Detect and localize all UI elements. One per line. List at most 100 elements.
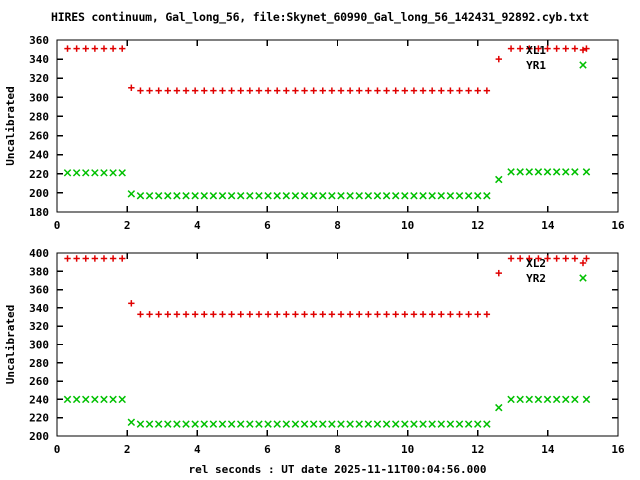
data-point [553,255,560,262]
x-tick-label: 12 [471,443,484,456]
legend-label-xl2: XL2 [526,257,546,270]
data-point [465,87,472,94]
data-point [100,169,108,177]
data-point [237,87,244,94]
data-point [273,192,281,200]
y-tick-label: 260 [29,375,49,388]
data-point [210,311,217,318]
data-point [191,192,199,200]
data-point [419,192,427,200]
data-point [544,255,551,262]
data-point [82,395,90,404]
data-point [146,311,153,318]
data-point [356,311,363,318]
data-point [228,87,235,94]
x-tick-label: 14 [541,443,555,456]
y-tick-label: 180 [29,206,49,219]
data-point [91,395,99,404]
data-point [319,420,327,428]
data-point [544,45,551,52]
data-point [300,192,309,200]
data-point [282,192,291,200]
data-point [543,395,552,404]
data-point [446,192,455,200]
y-tick-label: 280 [29,110,49,123]
data-point [410,311,418,318]
data-point [464,420,473,428]
data-point [236,192,245,200]
data-point [164,420,172,428]
data-point [571,168,579,176]
data-point [438,311,445,318]
data-point [182,420,190,428]
data-point [255,87,263,94]
data-point [173,420,181,428]
data-point [552,395,561,404]
y-tick-label: 320 [29,320,49,333]
data-point [264,192,272,200]
y-tick-label: 280 [29,357,49,370]
data-point [246,87,254,94]
data-point [319,311,326,318]
x-tick-label: 0 [54,443,61,456]
y-tick-label: 220 [29,412,49,425]
data-point [72,169,81,177]
data-point [182,192,190,200]
data-point [72,395,81,404]
data-point [447,87,454,94]
data-point [535,45,542,52]
data-point [562,168,570,176]
data-point [582,395,591,404]
x-tick-label: 2 [124,443,131,456]
data-point [507,255,515,262]
data-point [328,311,336,318]
data-point [201,87,208,94]
data-point [365,311,372,318]
data-point [173,311,181,318]
data-point [455,420,464,428]
data-point [191,420,199,428]
data-point [446,420,455,428]
data-point [583,45,590,52]
data-point [483,192,491,200]
data-point [428,87,436,94]
y-tick-label: 300 [29,339,49,352]
data-point [155,311,162,318]
data-point [218,192,227,200]
data-point [552,168,561,176]
legend-marker-xl2 [579,259,587,267]
legend-label-xl1: XL1 [526,44,546,57]
data-point [91,169,99,177]
legend-label-yr1: YR1 [526,59,546,72]
data-point [118,169,126,177]
data-point [428,420,436,428]
data-point [534,168,543,176]
data-point [507,168,515,176]
x-tick-label: 8 [334,219,341,232]
data-point [164,87,171,94]
data-point [401,87,409,94]
data-point [374,87,381,94]
data-point [553,45,560,52]
data-point [128,300,135,307]
data-point [495,403,503,412]
data-point [562,395,570,404]
x-tick-label: 14 [541,219,555,232]
data-point [219,87,226,94]
y-tick-label: 340 [29,302,49,315]
y-tick-label: 380 [29,265,49,278]
data-point [154,420,163,428]
data-point [137,87,144,94]
data-point [373,192,382,200]
x-tick-label: 16 [611,219,625,232]
x-tick-label: 10 [401,443,414,456]
data-point [428,311,436,318]
y-tick-label: 260 [29,130,49,143]
data-point [374,311,381,318]
data-point [516,45,524,52]
data-point [582,168,591,176]
y-tick-label: 240 [29,149,49,162]
data-point [410,87,418,94]
data-point [328,192,336,200]
